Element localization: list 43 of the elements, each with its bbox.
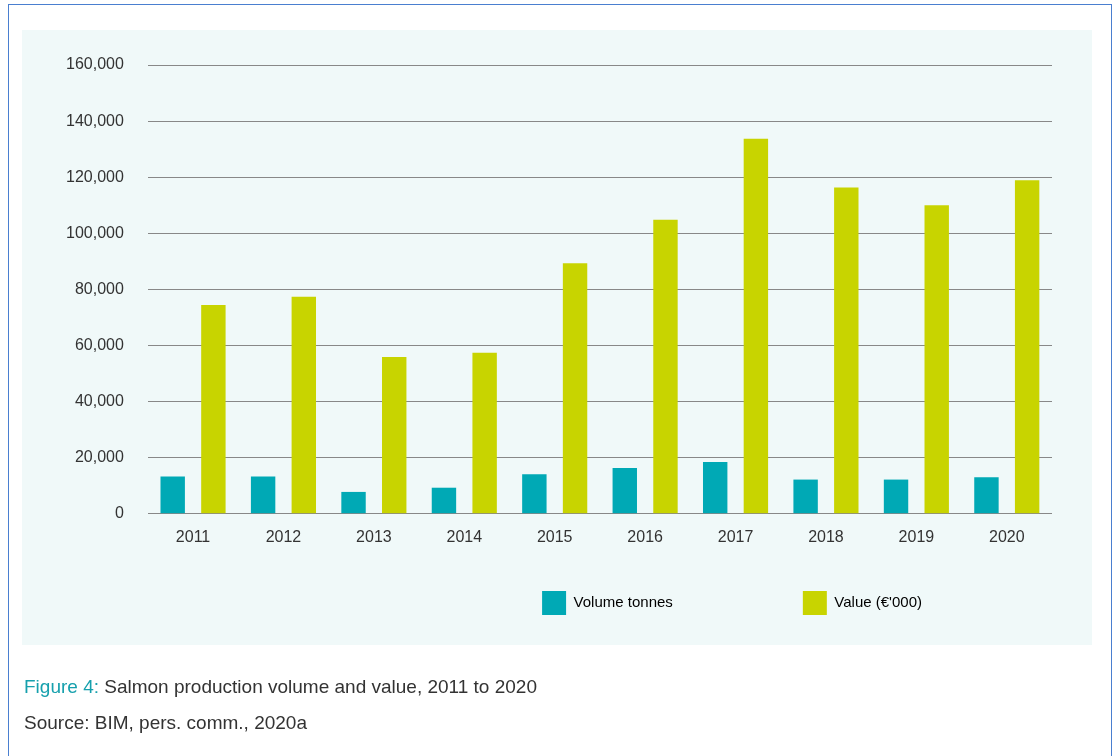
y-tick-label: 20,000 (74, 448, 124, 466)
bar (883, 479, 909, 514)
legend-label: Volume tonnes (573, 593, 773, 611)
bar (562, 263, 588, 514)
bar (341, 491, 366, 514)
bar (793, 479, 818, 514)
y-tick-label: 0 (114, 504, 124, 522)
x-tick-label: 2017 (717, 527, 754, 545)
source-note: Source: BIM, pers. comm., 2020a (24, 712, 308, 734)
y-tick-label: 40,000 (74, 392, 124, 410)
y-tick-label: 140,000 (65, 111, 124, 129)
y-tick-label: 120,000 (65, 167, 124, 185)
bar (743, 138, 769, 514)
x-tick-label: 2013 (356, 527, 392, 545)
bar (522, 474, 547, 514)
caption: Figure 4: Salmon production volume and value, 2011 to 2020 (24, 676, 537, 697)
legend-label: Value (€'000) (834, 593, 1023, 611)
bar (382, 357, 407, 514)
x-tick-label: 2011 (175, 527, 211, 545)
y-tick-label: 100,000 (65, 223, 124, 241)
bar (250, 476, 276, 514)
bar (201, 305, 226, 514)
bar (974, 477, 999, 514)
y-tick-label: 80,000 (74, 279, 124, 297)
bar (653, 219, 678, 514)
x-tick-label: 2015 (536, 527, 573, 545)
bar (160, 476, 185, 514)
x-tick-label: 2016 (627, 527, 664, 545)
bar (472, 352, 497, 514)
bar (1014, 180, 1040, 514)
bar (612, 468, 637, 514)
bar (834, 187, 859, 514)
x-tick-label: 2019 (898, 527, 935, 545)
x-tick-label: 2012 (265, 527, 302, 545)
x-tick-label: 2014 (446, 527, 483, 545)
bar (924, 205, 949, 514)
x-tick-label: 2018 (808, 527, 844, 545)
bar (702, 461, 728, 514)
y-tick-label: 60,000 (74, 335, 124, 353)
y-tick-label: 160,000 (65, 55, 124, 73)
bar (291, 296, 317, 514)
bar (431, 487, 457, 514)
x-tick-label: 2020 (988, 527, 1025, 545)
